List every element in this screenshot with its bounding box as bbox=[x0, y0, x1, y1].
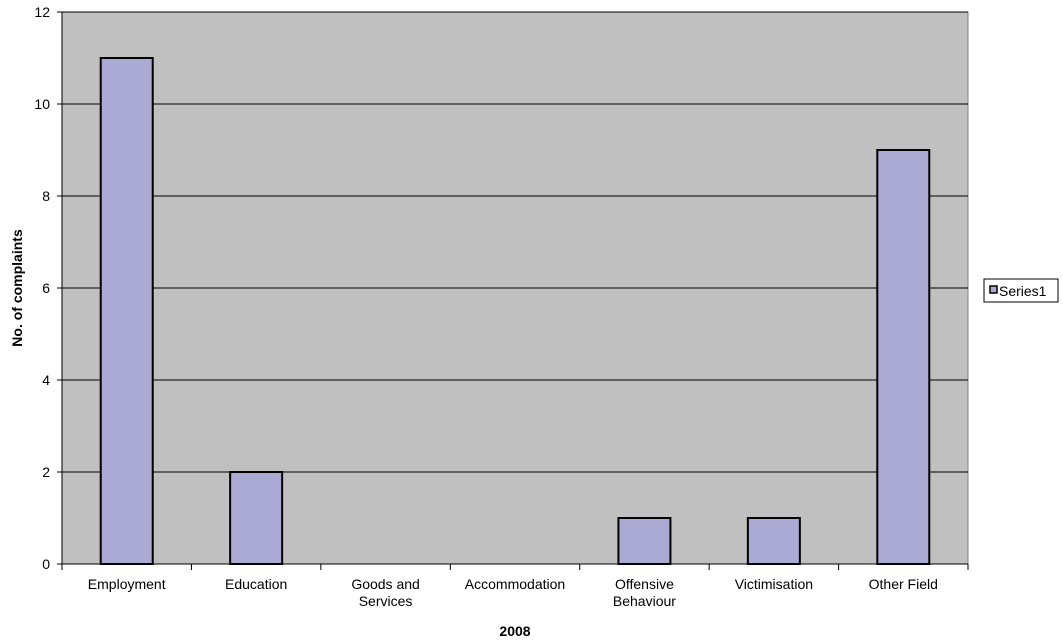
x-tick-label: Goods and Services bbox=[351, 576, 420, 609]
y-tick-label: 12 bbox=[34, 4, 50, 20]
legend-swatch bbox=[989, 285, 998, 294]
legend-box bbox=[983, 278, 1059, 303]
x-tick-label: Victimisation bbox=[735, 576, 813, 592]
bar bbox=[229, 471, 284, 565]
y-ticks: 0 2 4 6 8 10 12 bbox=[34, 4, 62, 572]
y-tick-label: 0 bbox=[42, 556, 50, 572]
y-tick-label: 10 bbox=[34, 96, 50, 112]
x-tick-label: Other Field bbox=[869, 576, 938, 592]
y-tick-label: 4 bbox=[42, 372, 50, 388]
bars bbox=[99, 57, 931, 565]
x-axis-title: 2008 bbox=[499, 623, 530, 639]
bar bbox=[617, 517, 672, 565]
x-tick-label: Education bbox=[225, 576, 287, 592]
x-tick-label: Employment bbox=[88, 576, 166, 592]
bar bbox=[99, 57, 154, 565]
x-tick-label: Offensive Behaviour bbox=[613, 576, 676, 609]
y-axis-title: No. of complaints bbox=[9, 229, 25, 347]
x-ticks: Employment Education Goods and Services Acco… bbox=[61, 564, 969, 609]
bar bbox=[746, 517, 801, 565]
y-tick-label: 2 bbox=[42, 464, 50, 480]
y-tick-label: 8 bbox=[42, 188, 50, 204]
legend: Series1 bbox=[983, 278, 1059, 303]
bar bbox=[876, 149, 931, 565]
x-tick-label: Accommodation bbox=[465, 576, 565, 592]
gridlines bbox=[62, 11, 968, 473]
y-tick-label: 6 bbox=[42, 280, 50, 296]
legend-label: Series1 bbox=[999, 283, 1047, 299]
